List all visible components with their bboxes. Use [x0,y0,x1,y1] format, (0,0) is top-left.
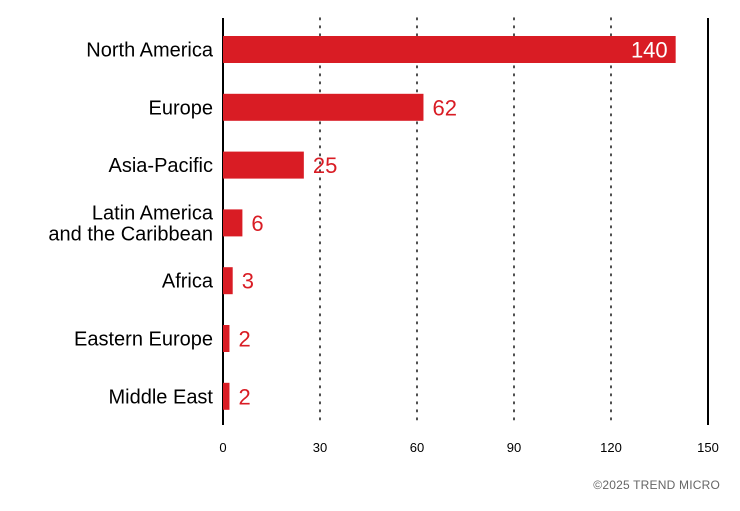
bar-2 [223,151,304,179]
x-tick-label: 0 [219,440,226,455]
value-label: 3 [242,269,254,294]
value-label: 25 [313,153,337,178]
bar-3 [223,209,243,237]
bar-1 [223,93,424,121]
x-tick-label: 60 [410,440,424,455]
x-tick-label: 30 [313,440,327,455]
category-label: Latin America and the Caribbean [48,202,213,245]
value-label: 140 [631,38,668,63]
x-tick-label: 120 [600,440,622,455]
copyright-text: ©2025 TREND MICRO [593,478,720,492]
bar-4 [223,267,233,295]
category-label: North America [86,40,214,62]
category-label: Middle East [109,386,214,408]
bar-5 [223,325,230,352]
category-label: Eastern Europe [74,329,213,351]
x-tick-label: 150 [697,440,719,455]
bar-6 [223,382,230,410]
value-label: 2 [238,327,250,352]
category-label: Asia-Pacific [109,155,213,177]
bar-0 [223,36,676,63]
value-label: 2 [238,384,250,409]
x-tick-label: 90 [507,440,521,455]
category-label: Europe [149,97,214,119]
value-label: 6 [251,211,263,236]
category-label: Africa [162,271,214,293]
value-label: 62 [432,95,456,120]
